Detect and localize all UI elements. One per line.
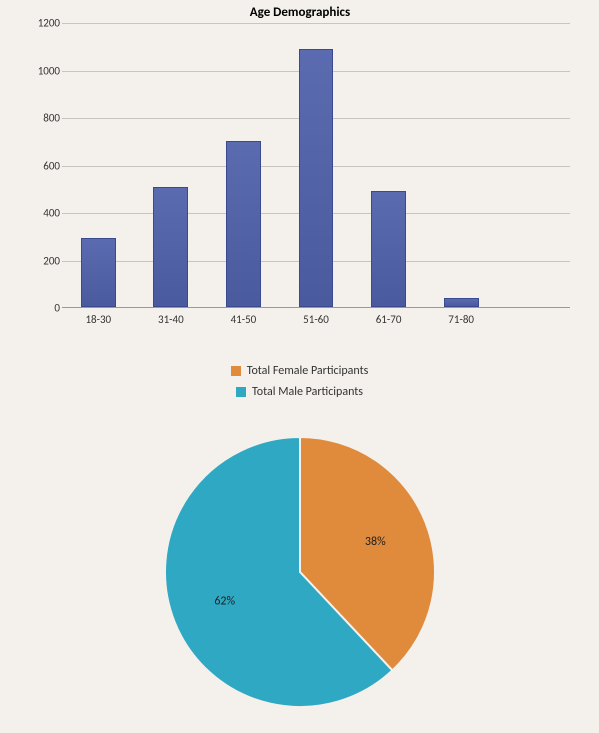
x-axis-tick-label: 61-70 (376, 313, 402, 326)
x-axis-tick-label: 41-50 (231, 313, 257, 326)
bar (444, 298, 479, 308)
y-axis-tick-label: 200 (24, 254, 60, 267)
pie-chart-section: Total Female Participants Total Male Part… (0, 360, 599, 733)
y-axis-tick-label: 1000 (24, 64, 60, 77)
legend-item: Total Male Participants (236, 385, 363, 399)
legend-label: Total Female Participants (247, 364, 369, 378)
y-axis-tick-label: 1200 (24, 17, 60, 30)
bar (153, 187, 188, 307)
bar (371, 191, 406, 307)
page: Age Demographics 0 200 400 600 800 1000 1200 18… (0, 0, 599, 733)
x-axis-tick-label: 71-80 (448, 313, 474, 326)
y-axis-tick-label: 400 (24, 207, 60, 220)
y-axis-tick-label: 800 (24, 112, 60, 125)
bar-chart-plot-area (62, 23, 570, 308)
legend-swatch (236, 387, 246, 397)
bar (226, 141, 261, 307)
x-axis-tick-label: 51-60 (303, 313, 329, 326)
legend-label: Total Male Participants (252, 385, 363, 399)
pie-slice-label-male: 62% (214, 595, 235, 609)
pie-slice-label-female: 38% (364, 535, 385, 549)
bar (299, 49, 334, 307)
pie-legend: Total Female Participants Total Male Part… (0, 360, 599, 402)
x-axis-tick-label: 31-40 (158, 313, 184, 326)
legend-swatch (231, 366, 241, 376)
bar-chart: Age Demographics 0 200 400 600 800 1000 1200 18… (20, 5, 580, 345)
pie-chart: 38% 62% (160, 432, 440, 717)
bar (81, 238, 116, 307)
x-axis-tick-label: 18-30 (85, 313, 111, 326)
gridline (62, 23, 570, 24)
pie-svg: 38% 62% (160, 432, 440, 712)
y-axis-tick-label: 600 (24, 159, 60, 172)
bar-chart-title: Age Demographics (20, 5, 580, 20)
legend-item: Total Female Participants (231, 364, 369, 378)
y-axis-tick-label: 0 (24, 302, 60, 315)
